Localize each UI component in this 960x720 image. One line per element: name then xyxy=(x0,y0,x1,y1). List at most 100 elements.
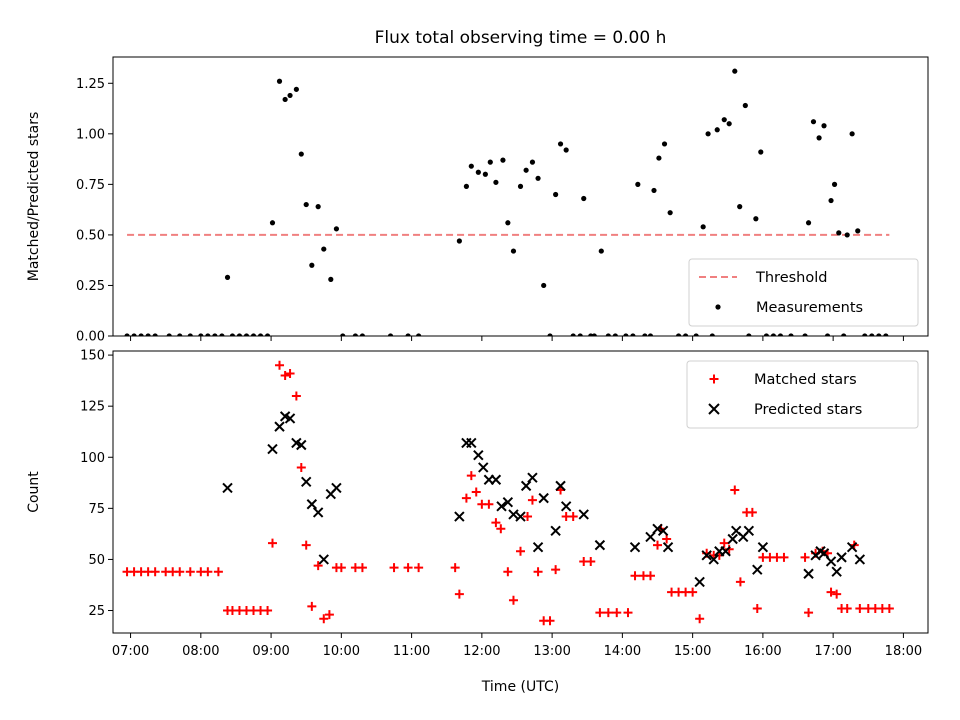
matched-star-point xyxy=(826,587,836,597)
matched-star-point xyxy=(484,499,494,509)
measurement-point xyxy=(328,276,334,282)
measurement-point xyxy=(224,274,231,280)
y-tick-label: 0.50 xyxy=(76,228,105,243)
measurement-point xyxy=(523,167,529,173)
predicted-star-point xyxy=(836,552,847,563)
measurement-point xyxy=(612,333,618,336)
matched-star-point xyxy=(185,567,195,577)
measurement-point xyxy=(869,333,875,336)
y-tick-label: 100 xyxy=(80,451,105,466)
measurement-point xyxy=(177,333,183,336)
matched-star-point xyxy=(450,563,460,573)
matched-star-point xyxy=(623,608,633,618)
measurement-point xyxy=(642,333,648,336)
x-tick-label: 18:00 xyxy=(885,644,922,659)
measurement-point xyxy=(293,86,299,92)
matched-star-point xyxy=(403,563,413,573)
x-axis-label: Time (UTC) xyxy=(481,679,559,695)
measurement-point xyxy=(243,333,250,336)
measurement-point xyxy=(187,333,193,336)
matched-star-point xyxy=(747,507,757,517)
axes-frame xyxy=(112,56,929,337)
predicted-star-point xyxy=(527,472,538,483)
matched-star-point xyxy=(612,608,622,618)
measurement-point xyxy=(352,333,358,336)
measurement-point xyxy=(855,228,861,234)
predicted-star-point xyxy=(803,568,814,579)
measurement-point xyxy=(359,333,366,336)
legend-matched-swatch xyxy=(709,374,719,384)
measurement-point xyxy=(709,333,715,336)
matched-star-point xyxy=(568,512,578,522)
measurement-point xyxy=(635,181,641,187)
measurement-point xyxy=(276,78,283,84)
predicted-star-point xyxy=(222,482,233,494)
measurement-point xyxy=(777,333,784,336)
measurement-point xyxy=(821,123,827,129)
matched-star-point xyxy=(730,485,740,495)
measurement-point xyxy=(841,333,847,336)
matched-star-point xyxy=(695,614,705,624)
matched-star-point xyxy=(595,608,605,618)
y-tick-label: 75 xyxy=(88,502,105,517)
measurement-point xyxy=(700,224,706,230)
measurement-point xyxy=(883,333,889,336)
matched-star-point xyxy=(461,493,471,503)
predicted-star-point xyxy=(502,497,514,508)
predicted-star-point xyxy=(752,564,763,575)
measurement-point xyxy=(309,262,315,268)
matched-star-point xyxy=(527,495,537,505)
predicted-star-point xyxy=(652,523,663,534)
measurement-point xyxy=(675,333,682,336)
measurement-point xyxy=(714,127,720,133)
measurement-point xyxy=(282,96,288,103)
predicted-star-point xyxy=(306,499,318,510)
measurement-point xyxy=(693,333,699,336)
matched-star-point xyxy=(291,391,301,401)
matched-star-point xyxy=(175,567,185,577)
measurement-point xyxy=(500,157,506,163)
matched-star-point xyxy=(516,546,525,556)
x-tick-label: 07:00 xyxy=(112,644,149,659)
matched-star-point xyxy=(357,563,367,573)
matched-star-point xyxy=(324,610,334,620)
legend-measurements-swatch xyxy=(715,304,721,310)
plot-area xyxy=(124,68,890,336)
measurement-point xyxy=(831,181,838,187)
x-tick-label: 14:00 xyxy=(604,644,641,659)
legend-predicted-label: Predicted stars xyxy=(754,402,862,418)
measurement-point xyxy=(229,333,236,336)
predicted-star-point xyxy=(720,546,731,557)
measurement-point xyxy=(836,230,842,236)
y-tick-label: 1.25 xyxy=(76,77,105,92)
measurement-point xyxy=(816,135,822,141)
measurement-point xyxy=(145,333,151,336)
measurement-point xyxy=(732,68,738,74)
x-tick-label: 13:00 xyxy=(533,644,570,659)
measurement-point xyxy=(651,187,657,194)
measurement-point xyxy=(416,333,422,336)
measurement-point xyxy=(563,147,569,153)
measurement-point xyxy=(468,163,474,169)
matched-star-point xyxy=(842,603,852,613)
predicted-star-point xyxy=(331,482,342,494)
matched-star-point xyxy=(533,567,543,577)
measurement-point xyxy=(844,232,850,238)
matched-star-point xyxy=(503,567,513,577)
measurement-point xyxy=(647,333,654,336)
measurement-point xyxy=(124,333,130,336)
matched-star-point xyxy=(454,589,464,599)
matched-star-point xyxy=(496,524,506,534)
measurement-point xyxy=(667,210,673,216)
matched-star-point xyxy=(752,603,762,613)
measurement-point xyxy=(758,149,764,155)
matched-star-point xyxy=(389,563,399,573)
predicted-star-point xyxy=(267,443,278,455)
predicted-star-point xyxy=(831,566,842,577)
predicted-star-point xyxy=(743,525,755,537)
measurement-point xyxy=(746,333,752,336)
matched-star-point xyxy=(603,608,613,618)
measurement-point xyxy=(553,191,559,198)
y-tick-label: 125 xyxy=(80,400,105,415)
matched-star-point xyxy=(545,616,555,626)
